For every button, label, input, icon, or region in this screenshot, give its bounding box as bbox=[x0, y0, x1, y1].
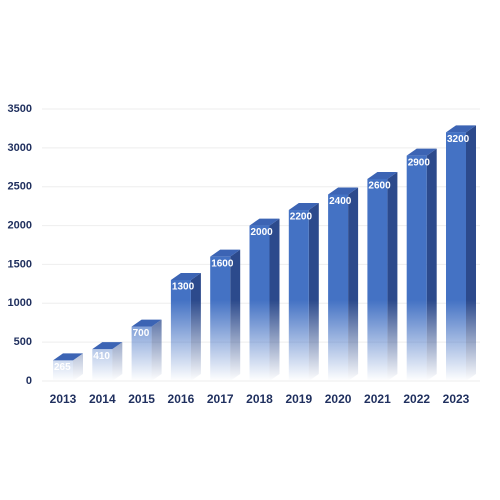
bar bbox=[210, 256, 231, 381]
x-tick-label: 2015 bbox=[128, 392, 155, 406]
bar-side bbox=[112, 342, 123, 381]
bar-side bbox=[387, 171, 398, 381]
x-tick-label: 2023 bbox=[443, 392, 470, 406]
bar-top bbox=[53, 353, 83, 361]
data-label: 2600 bbox=[368, 181, 391, 192]
bar-side bbox=[73, 353, 83, 381]
bar bbox=[249, 225, 270, 381]
bar-side bbox=[230, 249, 241, 381]
y-tick-label: 2500 bbox=[8, 181, 32, 193]
y-tick-label: 500 bbox=[14, 336, 32, 348]
y-tick-label: 2000 bbox=[8, 219, 32, 231]
bar-top bbox=[210, 249, 241, 257]
bar-side bbox=[269, 218, 280, 381]
data-label: 3200 bbox=[447, 134, 470, 145]
bar-top bbox=[406, 148, 437, 156]
bar bbox=[53, 360, 73, 381]
bar-top bbox=[131, 319, 162, 327]
x-tick-label: 2020 bbox=[325, 392, 352, 406]
y-tick-label: 3500 bbox=[8, 103, 32, 115]
x-tick-label: 2016 bbox=[168, 392, 195, 406]
bar-top bbox=[170, 272, 201, 280]
x-tick-label: 2018 bbox=[246, 392, 273, 406]
bar bbox=[92, 349, 113, 381]
x-tick-label: 2013 bbox=[50, 392, 77, 406]
bar-top bbox=[288, 203, 319, 211]
y-tick-label: 3000 bbox=[8, 142, 32, 154]
bar-top bbox=[92, 342, 123, 350]
data-label: 410 bbox=[93, 351, 110, 362]
x-tick-label: 2017 bbox=[207, 392, 234, 406]
data-label: 1300 bbox=[172, 282, 195, 293]
bar-top bbox=[446, 125, 476, 133]
bar bbox=[328, 194, 349, 381]
x-tick-label: 2021 bbox=[364, 392, 391, 406]
data-label: 2000 bbox=[251, 227, 274, 238]
bar-side bbox=[151, 319, 162, 381]
bar bbox=[406, 155, 427, 381]
bar bbox=[446, 132, 466, 381]
x-tick-label: 2019 bbox=[285, 392, 312, 406]
data-label: 2200 bbox=[290, 212, 313, 223]
y-tick-label: 1500 bbox=[8, 258, 32, 270]
data-label: 2900 bbox=[408, 157, 431, 168]
bar bbox=[367, 178, 388, 381]
bar-side bbox=[466, 125, 476, 381]
bar bbox=[131, 326, 152, 381]
bar bbox=[288, 210, 309, 381]
bar bbox=[170, 279, 191, 381]
bar-side bbox=[308, 203, 319, 381]
y-tick-label: 1000 bbox=[8, 297, 32, 309]
data-label: 265 bbox=[54, 362, 71, 373]
bar-top bbox=[249, 218, 280, 226]
bar-side bbox=[348, 187, 359, 381]
x-tick-label: 2014 bbox=[89, 392, 116, 406]
data-label: 700 bbox=[133, 328, 150, 339]
y-tick-label: 0 bbox=[26, 375, 32, 387]
bar-side bbox=[190, 272, 201, 381]
bar-top bbox=[367, 171, 398, 179]
data-label: 1600 bbox=[211, 258, 234, 269]
bar-side bbox=[426, 148, 437, 381]
bar-top bbox=[328, 187, 359, 195]
x-tick-label: 2022 bbox=[403, 392, 430, 406]
data-label: 2400 bbox=[329, 196, 352, 207]
